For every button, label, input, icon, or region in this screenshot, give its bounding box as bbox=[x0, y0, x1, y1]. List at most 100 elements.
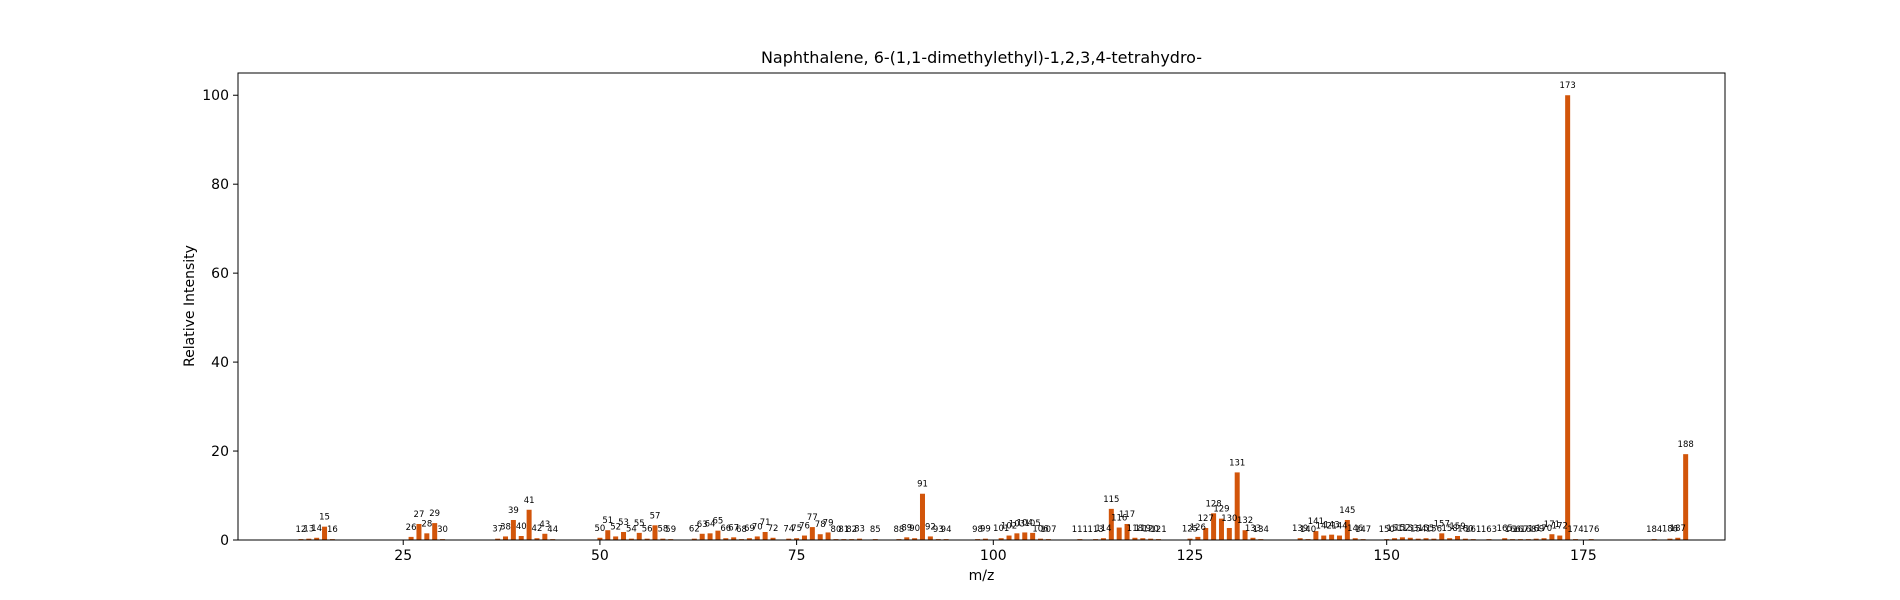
peak-label-72: 72 bbox=[768, 524, 779, 534]
peak-bar-74 bbox=[786, 538, 792, 540]
x-tick-label: 175 bbox=[1570, 548, 1597, 564]
peak-label-151: 151 bbox=[1386, 524, 1402, 534]
peak-label-107: 107 bbox=[1040, 525, 1056, 535]
peak-label-55: 55 bbox=[634, 519, 645, 529]
x-tick-label: 25 bbox=[394, 548, 412, 564]
peak-label-139: 139 bbox=[1292, 524, 1308, 534]
peak-bar-40 bbox=[518, 536, 524, 540]
peak-label-80: 80 bbox=[831, 525, 842, 535]
peak-label-113: 113 bbox=[1087, 525, 1103, 535]
chart-title: Naphthalene, 6-(1,1-dimethylethyl)-1,2,3… bbox=[761, 48, 1202, 67]
peak-label-67: 67 bbox=[728, 523, 739, 533]
peak-label-26: 26 bbox=[406, 523, 417, 533]
peak-bar-157 bbox=[1439, 533, 1445, 540]
peak-bar-52 bbox=[613, 536, 619, 540]
peak-label-12: 12 bbox=[296, 525, 307, 535]
peak-bar-106 bbox=[1038, 538, 1044, 540]
peak-label-121: 121 bbox=[1150, 525, 1166, 535]
peak-bar-63 bbox=[699, 533, 705, 540]
peak-bar-114 bbox=[1100, 538, 1106, 540]
peak-bar-83 bbox=[857, 538, 863, 540]
peak-bar-126 bbox=[1195, 536, 1201, 540]
peak-label-142: 142 bbox=[1316, 522, 1332, 532]
peak-label-163: 163 bbox=[1481, 525, 1497, 535]
peak-bar-120 bbox=[1148, 538, 1154, 540]
peak-bar-62 bbox=[691, 538, 697, 540]
peak-label-65: 65 bbox=[713, 517, 724, 527]
peak-label-174: 174 bbox=[1567, 525, 1583, 535]
peak-label-147: 147 bbox=[1355, 525, 1371, 535]
y-tick-label: 40 bbox=[211, 355, 229, 371]
peak-bar-29 bbox=[432, 523, 438, 540]
peak-bar-142 bbox=[1321, 535, 1327, 540]
peak-bar-15 bbox=[322, 526, 328, 540]
peak-label-143: 143 bbox=[1323, 521, 1339, 531]
peak-bar-171 bbox=[1549, 534, 1555, 540]
peak-label-168: 168 bbox=[1520, 525, 1536, 535]
peak-label-62: 62 bbox=[689, 525, 700, 535]
peak-label-99: 99 bbox=[980, 525, 991, 535]
peak-label-127: 127 bbox=[1198, 514, 1214, 524]
peak-label-102: 102 bbox=[1001, 522, 1017, 532]
peak-bar-152 bbox=[1399, 537, 1405, 540]
peak-bar-169 bbox=[1533, 538, 1539, 540]
peak-bar-101 bbox=[998, 538, 1004, 540]
peak-label-172: 172 bbox=[1552, 522, 1568, 532]
peak-bar-105 bbox=[1030, 532, 1036, 540]
peak-bar-158 bbox=[1447, 538, 1453, 540]
peak-bar-143 bbox=[1329, 534, 1335, 540]
peak-label-131: 131 bbox=[1229, 458, 1245, 468]
peak-label-105: 105 bbox=[1025, 519, 1041, 529]
peak-bar-76 bbox=[801, 535, 807, 540]
peak-bar-64 bbox=[707, 533, 713, 540]
peak-label-93: 93 bbox=[933, 525, 944, 535]
peak-bar-14 bbox=[314, 537, 320, 540]
peak-bar-72 bbox=[770, 537, 776, 540]
peak-bar-79 bbox=[825, 532, 831, 540]
peak-label-40: 40 bbox=[516, 522, 527, 532]
peak-label-94: 94 bbox=[941, 525, 952, 535]
peak-bar-117 bbox=[1124, 523, 1130, 540]
x-tick-label: 50 bbox=[591, 548, 609, 564]
peak-bar-51 bbox=[605, 530, 611, 540]
peak-label-170: 170 bbox=[1536, 524, 1552, 534]
peak-label-29: 29 bbox=[429, 509, 440, 519]
peak-bar-56 bbox=[644, 538, 650, 540]
peak-label-69: 69 bbox=[744, 524, 755, 534]
peak-label-186: 186 bbox=[1662, 525, 1678, 535]
peak-label-27: 27 bbox=[414, 510, 425, 520]
peak-label-161: 161 bbox=[1465, 525, 1481, 535]
peak-label-120: 120 bbox=[1143, 525, 1159, 535]
peak-label-155: 155 bbox=[1418, 524, 1434, 534]
peak-bar-53 bbox=[621, 531, 627, 540]
peak-label-16: 16 bbox=[327, 525, 338, 535]
peak-bar-125 bbox=[1187, 538, 1193, 540]
peak-bar-41 bbox=[526, 509, 532, 540]
peak-label-119: 119 bbox=[1135, 524, 1151, 534]
peak-label-91: 91 bbox=[917, 480, 928, 490]
peak-label-63: 63 bbox=[697, 520, 708, 530]
peak-label-75: 75 bbox=[791, 524, 802, 534]
peak-bar-154 bbox=[1415, 538, 1421, 540]
peak-label-85: 85 bbox=[870, 525, 881, 535]
peak-bar-92 bbox=[927, 536, 933, 540]
peak-bar-146 bbox=[1352, 538, 1358, 540]
peak-bar-42 bbox=[534, 538, 540, 540]
peak-label-154: 154 bbox=[1410, 525, 1426, 535]
peak-label-57: 57 bbox=[650, 511, 661, 521]
peak-label-39: 39 bbox=[508, 506, 519, 516]
peak-bar-141 bbox=[1313, 531, 1319, 540]
peak-label-13: 13 bbox=[303, 525, 314, 535]
peak-label-125: 125 bbox=[1182, 525, 1198, 535]
peak-label-50: 50 bbox=[595, 524, 606, 534]
peak-bar-104 bbox=[1022, 532, 1028, 540]
peak-bar-187 bbox=[1675, 537, 1681, 540]
peak-bar-133 bbox=[1250, 537, 1256, 540]
peak-label-140: 140 bbox=[1300, 525, 1316, 535]
peak-bar-145 bbox=[1344, 519, 1350, 540]
peak-bar-89 bbox=[904, 537, 910, 540]
peak-label-159: 159 bbox=[1449, 522, 1465, 532]
peak-bar-54 bbox=[628, 538, 634, 540]
peak-label-78: 78 bbox=[815, 520, 826, 530]
